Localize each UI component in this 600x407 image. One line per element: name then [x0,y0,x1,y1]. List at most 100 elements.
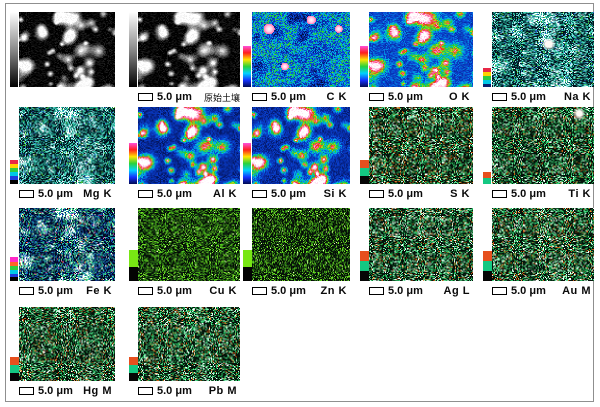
sem-panel-2: 5.0 μm 原始土壤 [129,12,240,105]
rainbow-colorbar [360,12,369,87]
element-map-image [138,307,240,381]
element-map-image [19,107,115,184]
sem-image [138,12,240,87]
sem-panel-1: 5.0 μm [10,12,115,87]
grayscale-colorbar [10,12,19,87]
panel-caption: 5.0 μm O K [369,87,473,105]
scale-bar-icon [138,287,153,295]
scale-length-label: 5.0 μm [157,285,192,297]
mini-colorbar [360,208,369,281]
scale-bar-icon [252,190,267,198]
panel-caption: 5.0 μm Pb M [138,381,240,399]
map-panel-al-k: 5.0 μm Al K [129,107,240,202]
element-map-image [19,208,115,281]
scale-length-label: 5.0 μm [388,188,423,200]
map-canvas [369,208,473,281]
map-canvas [138,307,240,381]
map-canvas [252,107,350,184]
scale-bar-icon [19,387,34,395]
map-panel-fe-k: 5.0 μm Fe K [10,208,115,299]
map-panel-au-m: 5.0 μm Au M [483,208,594,299]
map-canvas [138,107,240,184]
rainbow-colorbar [129,107,138,184]
map-canvas [369,107,473,184]
element-label: Fe K [86,285,112,297]
map-canvas [19,307,115,381]
map-panel-zn-k: 5.0 μm Zn K [243,208,350,299]
element-map-image [369,12,473,87]
scale-length-label: 5.0 μm [38,285,73,297]
element-map-image [492,12,594,87]
scale-length-label: 5.0 μm [157,91,192,103]
scale-length-label: 5.0 μm [271,188,306,200]
map-canvas [138,12,240,87]
panel-caption: 5.0 μm Cu K [138,281,240,299]
mini-colorbar [483,107,492,184]
element-map-image [138,208,240,281]
mini-colorbar [129,307,138,381]
scale-length-label: 5.0 μm [511,91,546,103]
map-canvas [252,12,350,87]
element-map-image [369,107,473,184]
element-label: Pb M [208,385,237,397]
element-label: O K [448,91,470,103]
element-label: Si K [323,188,347,200]
element-map-image [252,12,350,87]
scale-bar-icon [19,190,34,198]
mini-colorbar [10,107,19,184]
scale-length-label: 5.0 μm [511,285,546,297]
map-panel-hg-m: 5.0 μm Hg M [10,307,115,399]
scale-bar-icon [252,287,267,295]
map-panel-ti-k: 5.0 μm Ti K [483,107,594,202]
element-label: Mg K [83,188,112,200]
map-panel-s-k: 5.0 μm S K [360,107,473,202]
map-canvas [492,107,594,184]
scale-length-label: 5.0 μm [157,385,192,397]
grayscale-colorbar [129,12,138,87]
map-canvas [19,107,115,184]
panel-caption: 5.0 μm Si K [252,184,350,202]
map-panel-na-k: 5.0 μm Na K [483,12,594,105]
scale-length-label: 5.0 μm [388,285,423,297]
mini-colorbar [483,12,492,87]
element-label: Cu K [209,285,237,297]
element-label: S K [450,188,470,200]
panel-caption: 5.0 μm Fe K [19,281,115,299]
scale-length-label: 5.0 μm [511,188,546,200]
panel-caption: 5.0 μm S K [369,184,473,202]
map-panel-ag-l: 5.0 μm Ag L [360,208,473,299]
scale-bar-icon [369,93,384,101]
element-map-image [492,208,594,281]
element-map-image [492,107,594,184]
scale-bar-icon [492,287,507,295]
map-panel-c-k: 5.0 μm C K [243,12,350,105]
element-label: Na K [563,91,591,103]
panel-caption: 5.0 μm Al K [138,184,240,202]
element-label: C K [326,91,347,103]
sem-image [19,12,115,87]
element-label: Al K [213,188,237,200]
map-canvas [369,12,473,87]
mini-colorbar [10,307,19,381]
panel-caption: 5.0 μm Ag L [369,281,473,299]
original-soil-label: 原始土壤 [203,92,240,103]
scale-bar-icon [369,287,384,295]
map-canvas [138,208,240,281]
element-label: Au M [562,285,591,297]
scale-bar-icon [138,93,153,101]
scale-bar-icon [252,93,267,101]
element-label: Zn K [320,285,347,297]
element-label: Ti K [568,188,591,200]
element-map-image [138,107,240,184]
map-panel-o-k: 5.0 μm O K [360,12,473,105]
panel-caption: 5.0 μm Zn K [252,281,350,299]
panel-caption: 5.0 μm 原始土壤 [138,87,240,105]
scale-bar-icon [369,190,384,198]
mini-colorbar [483,208,492,281]
scale-bar-icon [19,287,34,295]
scale-length-label: 5.0 μm [388,91,423,103]
scale-length-label: 5.0 μm [38,385,73,397]
mini-colorbar [360,107,369,184]
element-map-image [252,107,350,184]
